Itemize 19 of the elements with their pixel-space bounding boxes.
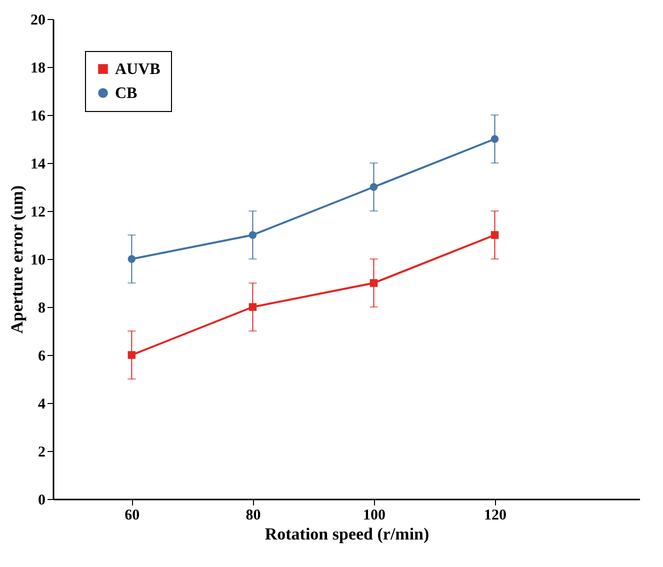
y-tick-label: 18: [30, 60, 46, 76]
y-axis-title: Aperture error (um): [8, 185, 26, 334]
x-axis-title: Rotation speed (r/min): [264, 524, 430, 544]
x-tick-label: 60: [124, 508, 140, 524]
x-tick-label: 80: [246, 508, 261, 524]
y-tick-label: 4: [38, 396, 46, 412]
y-tick-label: 10: [30, 252, 46, 268]
y-tick-label: 8: [38, 300, 46, 316]
legend-label: AUVB: [115, 61, 161, 78]
x-tick-label: 120: [484, 508, 507, 524]
y-tick-label: 0: [38, 492, 46, 508]
y-tick-label: 16: [30, 108, 46, 124]
y-tick-label: 14: [30, 156, 46, 172]
y-tick-label: 2: [38, 444, 46, 460]
legend-label: CB: [115, 85, 138, 102]
y-tick-label: 6: [38, 348, 46, 364]
x-tick-label: 100: [362, 508, 386, 524]
y-tick-label: 12: [30, 204, 46, 220]
y-tick-label: 20: [30, 12, 46, 28]
